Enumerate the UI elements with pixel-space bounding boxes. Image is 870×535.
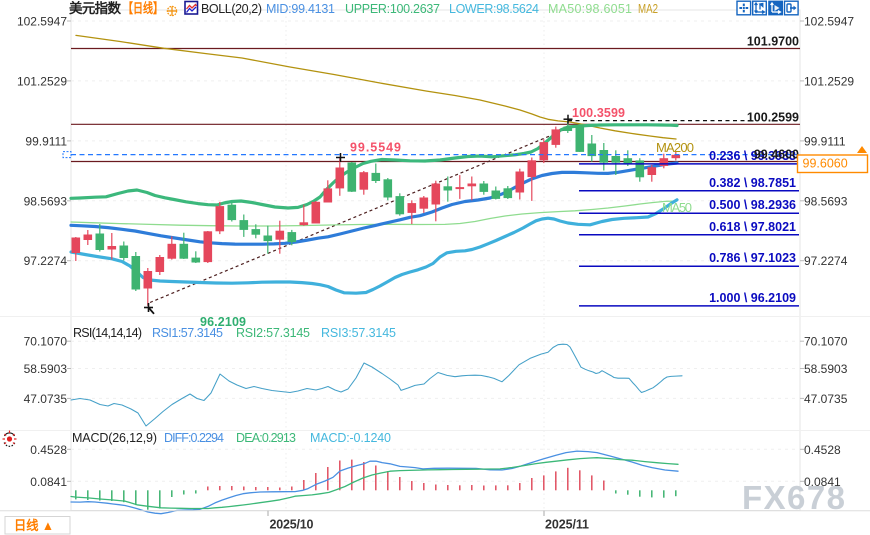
svg-text:70.1070: 70.1070	[24, 335, 68, 349]
svg-text:RSI1:57.3145: RSI1:57.3145	[152, 326, 223, 340]
svg-text:BOLL(20,2): BOLL(20,2)	[201, 2, 262, 16]
svg-text:101.2529: 101.2529	[804, 74, 854, 88]
svg-text:102.5947: 102.5947	[804, 15, 854, 29]
svg-text:MA50:98.6051: MA50:98.6051	[548, 2, 632, 16]
svg-text:DEA:0.2913: DEA:0.2913	[236, 431, 296, 445]
svg-text:0.382 \ 98.7851: 0.382 \ 98.7851	[709, 176, 796, 190]
svg-text:0.4528: 0.4528	[30, 443, 67, 457]
svg-text:日线 ▲: 日线 ▲	[14, 518, 54, 533]
svg-text:102.5947: 102.5947	[17, 15, 67, 29]
svg-text:97.2274: 97.2274	[24, 254, 68, 268]
svg-text:58.5903: 58.5903	[24, 362, 68, 376]
svg-text:0.500 \ 98.2936: 0.500 \ 98.2936	[709, 198, 796, 212]
svg-text:【日线】: 【日线】	[123, 0, 163, 16]
svg-text:99.5549: 99.5549	[350, 141, 401, 155]
svg-text:97.2274: 97.2274	[804, 254, 848, 268]
svg-text:MA200: MA200	[656, 140, 694, 155]
svg-text:100.3599: 100.3599	[572, 106, 625, 120]
svg-text:98.5693: 98.5693	[24, 194, 68, 208]
svg-text:0.0841: 0.0841	[804, 475, 841, 489]
svg-text:UPPER:100.2637: UPPER:100.2637	[345, 2, 440, 16]
svg-text:100.2599: 100.2599	[747, 111, 799, 125]
svg-text:47.0735: 47.0735	[24, 392, 68, 406]
svg-text:MACD:-0.1240: MACD:-0.1240	[310, 431, 391, 445]
svg-text:70.1070: 70.1070	[804, 335, 848, 349]
svg-text:MID:99.4131: MID:99.4131	[266, 2, 335, 16]
svg-text:58.5903: 58.5903	[804, 362, 848, 376]
svg-text:MA50: MA50	[662, 200, 692, 215]
svg-text:0.786 \ 97.1023: 0.786 \ 97.1023	[709, 251, 796, 265]
svg-text:1.000 \ 96.2109: 1.000 \ 96.2109	[709, 291, 796, 305]
svg-text:DIFF:0.2294: DIFF:0.2294	[164, 431, 224, 445]
svg-text:101.2529: 101.2529	[17, 74, 67, 88]
svg-text:MACD(26,12,9): MACD(26,12,9)	[72, 431, 157, 445]
svg-text:MA2: MA2	[638, 2, 658, 16]
svg-text:RSI2:57.3145: RSI2:57.3145	[236, 326, 310, 340]
svg-text:99.4600: 99.4600	[754, 148, 799, 162]
svg-text:99.6060: 99.6060	[803, 157, 848, 171]
svg-text:0.4528: 0.4528	[804, 443, 841, 457]
svg-text:96.2109: 96.2109	[200, 315, 246, 329]
svg-text:101.9700: 101.9700	[747, 35, 799, 49]
svg-text:99.9111: 99.9111	[804, 134, 846, 148]
svg-text:99.9111: 99.9111	[25, 134, 67, 148]
svg-text:0.236 \ 99.3933: 0.236 \ 99.3933	[709, 149, 796, 163]
svg-text:0.618 \ 97.8021: 0.618 \ 97.8021	[709, 220, 796, 234]
svg-text:美元指数: 美元指数	[69, 0, 122, 16]
svg-text:RSI(14,14,14): RSI(14,14,14)	[73, 326, 142, 340]
svg-text:2025/10: 2025/10	[270, 518, 314, 532]
svg-text:0.0841: 0.0841	[30, 475, 67, 489]
svg-text:98.5693: 98.5693	[804, 194, 848, 208]
svg-text:LOWER:98.5624: LOWER:98.5624	[449, 2, 539, 16]
svg-text:FX678: FX678	[742, 479, 845, 516]
svg-text:2025/11: 2025/11	[545, 518, 589, 532]
svg-text:47.0735: 47.0735	[804, 392, 848, 406]
svg-text:RSI3:57.3145: RSI3:57.3145	[321, 326, 396, 340]
